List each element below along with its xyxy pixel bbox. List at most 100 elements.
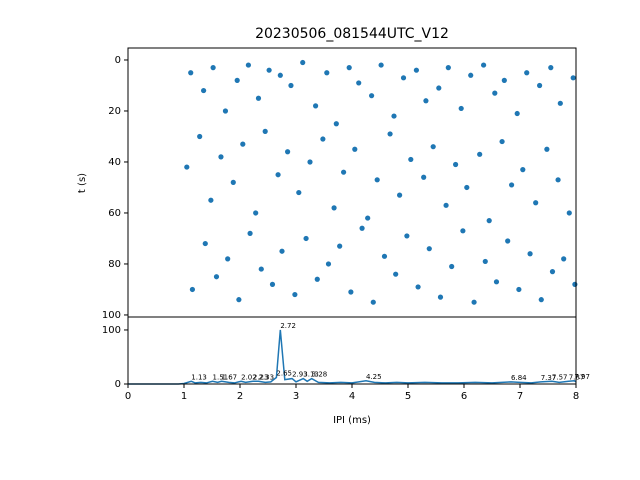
peak-label: 2.23 xyxy=(253,373,269,381)
scatter-point xyxy=(544,146,550,152)
scatter-point xyxy=(324,70,330,76)
scatter-point xyxy=(184,164,190,170)
scatter-point xyxy=(509,182,515,188)
scatter-point xyxy=(365,215,371,221)
scatter-point xyxy=(234,77,240,83)
scatter-point xyxy=(255,95,262,101)
scatter-point xyxy=(201,87,207,94)
scatter-point xyxy=(566,210,572,216)
scatter-point xyxy=(285,149,291,155)
peak-label: 2.93 xyxy=(292,371,308,379)
x-tick-label: 2 xyxy=(237,391,243,402)
scatter-point xyxy=(325,261,332,267)
scatter-point xyxy=(240,141,246,147)
x-axis-label: IPI (ms) xyxy=(333,415,371,426)
scatter-point xyxy=(296,189,302,196)
peak-label: 7.37 xyxy=(541,374,557,382)
axes-frame xyxy=(127,316,577,385)
scatter-point xyxy=(253,210,259,216)
scatter-point xyxy=(188,70,194,76)
scatter-point xyxy=(436,85,442,91)
scatter-point xyxy=(493,279,500,285)
scatter-point xyxy=(397,192,403,198)
peak-label: 6.84 xyxy=(511,374,527,382)
scatter-point xyxy=(213,274,220,280)
scatter-point xyxy=(279,248,285,254)
scatter-point xyxy=(369,93,375,99)
scatter-point xyxy=(486,218,492,224)
peak-label: 2.65 xyxy=(276,370,292,378)
scatter-point xyxy=(393,271,399,277)
scatter-point xyxy=(230,179,236,185)
peak-label: 2.33 xyxy=(258,373,274,381)
scatter-point xyxy=(292,291,298,298)
peak-label: 7.97 xyxy=(574,373,590,381)
y-tick-label: 20 xyxy=(108,106,121,117)
scatter-point xyxy=(458,105,464,112)
peak-label: 1.67 xyxy=(222,373,238,381)
scatter-point xyxy=(348,289,354,295)
scatter-point xyxy=(210,65,216,71)
y-tick-label: 0 xyxy=(115,379,121,390)
scatter-point xyxy=(313,103,319,109)
scatter-point xyxy=(445,65,451,71)
scatter-point xyxy=(266,67,272,73)
scatter-point xyxy=(468,72,474,78)
scatter-point xyxy=(337,243,343,249)
x-tick-label: 5 xyxy=(405,391,411,402)
scatter-point xyxy=(307,159,313,165)
y-tick-label: 60 xyxy=(108,208,121,219)
scatter-point xyxy=(262,128,268,134)
peak-label: 1.51 xyxy=(213,373,229,381)
peak-label: 1.13 xyxy=(191,373,207,381)
scatter-point xyxy=(331,205,337,211)
scatter-point xyxy=(303,235,309,242)
scatter-point xyxy=(520,167,526,173)
scatter-point xyxy=(387,131,393,137)
scatter-point xyxy=(356,80,362,86)
x-tick-label: 4 xyxy=(349,391,355,402)
scatter-point xyxy=(288,82,294,89)
scatter-point xyxy=(202,240,208,247)
scatter-point xyxy=(404,233,410,239)
scatter-point xyxy=(505,238,511,244)
peak-label: 3.28 xyxy=(312,371,328,379)
scatter-point xyxy=(426,246,432,252)
scatter-point xyxy=(561,256,567,262)
scatter-point xyxy=(374,177,380,183)
scatter-point xyxy=(391,113,397,119)
y-tick-label: 100 xyxy=(102,325,121,336)
scatter-point xyxy=(189,286,195,293)
scatter-point xyxy=(437,294,444,300)
x-tick-label: 8 xyxy=(573,391,579,402)
scatter-point xyxy=(449,263,455,270)
scatter-point xyxy=(482,258,488,265)
peak-label: 4.25 xyxy=(366,373,382,381)
scatter-point xyxy=(400,75,407,81)
scatter-point xyxy=(443,202,449,208)
scatter-point xyxy=(222,108,229,114)
scatter-point xyxy=(236,297,242,303)
scatter-point xyxy=(514,110,520,117)
scatter-point xyxy=(477,151,483,157)
scatter-point xyxy=(218,154,224,160)
scatter-point xyxy=(533,200,539,206)
peak-label: 3.13 xyxy=(303,371,319,379)
x-tick-label: 7 xyxy=(517,391,523,402)
scatter-point xyxy=(300,59,306,66)
scatter-point xyxy=(408,156,414,163)
chart-title: 20230506_081544UTC_V12 xyxy=(255,26,449,42)
scatter-point xyxy=(333,121,339,127)
scatter-point xyxy=(481,62,487,68)
line xyxy=(128,329,577,385)
scatter-point xyxy=(352,146,358,152)
scatter-point xyxy=(245,62,251,68)
scatter-point xyxy=(370,299,376,305)
scatter-point xyxy=(516,286,522,293)
y-tick-label: 100 xyxy=(102,310,121,321)
scatter-point xyxy=(471,299,477,305)
scatter-point xyxy=(269,281,276,287)
peak-label: 2.02 xyxy=(241,373,257,381)
